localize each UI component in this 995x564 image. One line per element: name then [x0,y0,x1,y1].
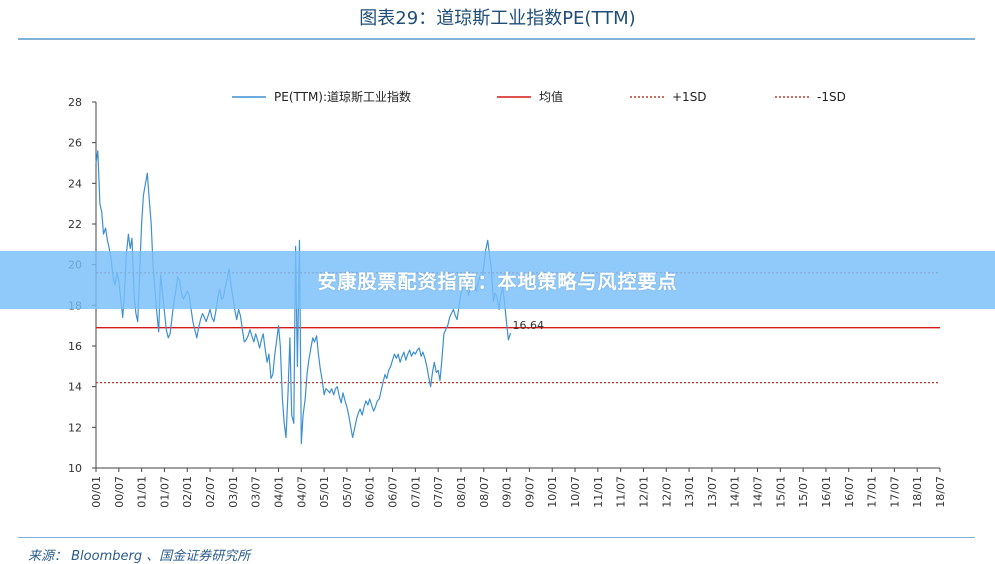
x-tick-label: 00/01 [90,476,103,508]
y-tick-label: 24 [68,177,82,190]
x-tick-label: 10/01 [546,476,559,508]
legend-pe-label: PE(TTM):道琼斯工业指数 [274,89,411,104]
x-tick-label: 11/07 [615,476,628,508]
legend: PE(TTM):道琼斯工业指数 均值 +1SD -1SD [232,89,846,104]
x-tick-label: 05/01 [318,476,331,508]
x-tick-label: 01/01 [136,476,149,508]
annotations: 16.64 [512,319,544,332]
y-tick-label: 10 [68,462,82,475]
x-tick-label: 08/07 [478,476,491,508]
legend-minus-1sd-label: -1SD [817,90,846,104]
x-tick-label: 11/01 [592,476,605,508]
y-tick-label: 22 [68,218,82,231]
y-tick-label: 12 [68,421,82,434]
x-tick-label: 03/01 [227,476,240,508]
x-tick-label: 08/01 [455,476,468,508]
x-tick-label: 07/01 [409,476,422,508]
x-tick-label: 00/07 [113,476,126,508]
legend-mean-label: 均值 [539,89,563,104]
x-tick-label: 17/01 [866,476,879,508]
bottom-divider [18,537,975,538]
y-tick-label: 26 [68,137,82,150]
x-tick-label: 18/01 [911,476,924,508]
x-tick-label: 05/07 [341,476,354,508]
x-tick-label: 07/07 [432,476,445,508]
x-tick-label: 04/01 [272,476,285,508]
last-value-label: 16.64 [512,319,544,332]
series-group [95,150,512,445]
x-tick-label: 06/07 [387,476,400,508]
x-tick-label: 01/07 [158,476,171,508]
x-tick-label: 02/07 [204,476,217,508]
x-tick-label: 10/07 [569,476,582,508]
axes: 1012141618202224262800/0100/0701/0101/07… [68,96,947,508]
banner-text[interactable]: 安康股票配资指南：本地策略与风控要点 [317,270,678,293]
x-tick-label: 14/07 [752,476,765,508]
x-tick-label: 15/07 [797,476,810,508]
x-tick-label: 12/01 [637,476,650,508]
source-note: 来源： Bloomberg 、国金证券研究所 [28,549,251,564]
pe-ttm-line [95,150,512,445]
y-tick-label: 28 [68,96,82,109]
x-tick-label: 13/01 [683,476,696,508]
x-tick-label: 09/01 [501,476,514,508]
x-tick-label: 16/07 [843,476,856,508]
x-tick-label: 17/07 [888,476,901,508]
x-tick-label: 13/07 [706,476,719,508]
y-tick-label: 16 [68,340,82,353]
x-tick-label: 15/01 [774,476,787,508]
x-tick-label: 02/01 [181,476,194,508]
x-tick-label: 06/01 [364,476,377,508]
top-divider [18,38,975,40]
x-tick-label: 14/01 [729,476,742,508]
page-title: 图表29：道琼斯工业指数PE(TTM) [359,8,636,29]
legend-plus-1sd-label: +1SD [672,90,707,104]
x-tick-label: 04/07 [295,476,308,508]
overlay-banner[interactable]: 安康股票配资指南：本地策略与风控要点 [0,251,995,309]
x-tick-label: 09/07 [523,476,536,508]
y-tick-label: 14 [68,381,82,394]
x-tick-label: 18/07 [934,476,947,508]
x-tick-label: 12/07 [660,476,673,508]
x-tick-label: 03/07 [250,476,263,508]
x-tick-label: 16/01 [820,476,833,508]
